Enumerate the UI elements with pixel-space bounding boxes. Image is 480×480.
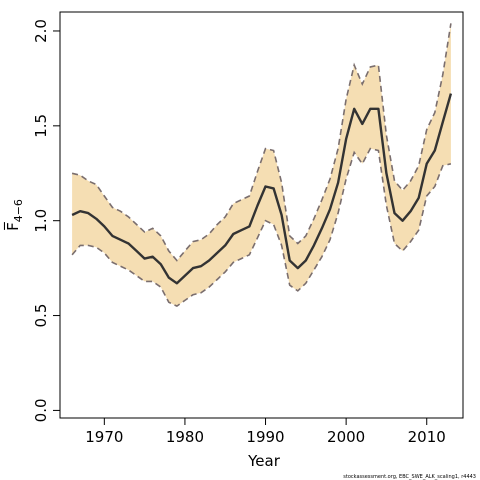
x-tick-label: 1980 xyxy=(166,428,204,446)
y-axis-title: F̅4−6 xyxy=(3,199,25,231)
x-tick-label: 1990 xyxy=(246,428,284,446)
x-tick-label: 1970 xyxy=(85,428,123,446)
plot-layer xyxy=(71,23,453,308)
y-tick-label: 1.0 xyxy=(32,209,50,233)
upper-bound-line xyxy=(71,23,452,262)
x-tick-label: 2010 xyxy=(408,428,446,446)
y-tick-label: 2.0 xyxy=(32,19,50,43)
y-tick-label: 1.5 xyxy=(32,114,50,138)
x-tick-label: 2000 xyxy=(327,428,365,446)
y-axis-title-subscript: 4−6 xyxy=(12,199,25,222)
x-axis-title: Year xyxy=(247,452,281,470)
y-tick-label: 0.5 xyxy=(32,304,50,328)
footer-note: stockassessment.org, EBC_SWE_ALK_scaling… xyxy=(343,474,476,480)
x-axis: 1970 1980 1990 2000 2010 xyxy=(85,417,446,446)
y-axis-title-symbol: F̅ xyxy=(3,221,22,231)
y-axis: 0.0 0.5 1.0 1.5 2.0 xyxy=(32,19,61,422)
lower-bound-line xyxy=(71,147,452,308)
svg-text:F̅4−6: F̅4−6 xyxy=(3,199,25,231)
estimate-line xyxy=(71,93,453,285)
y-tick-label: 0.0 xyxy=(32,398,50,422)
confidence-band xyxy=(72,23,451,307)
